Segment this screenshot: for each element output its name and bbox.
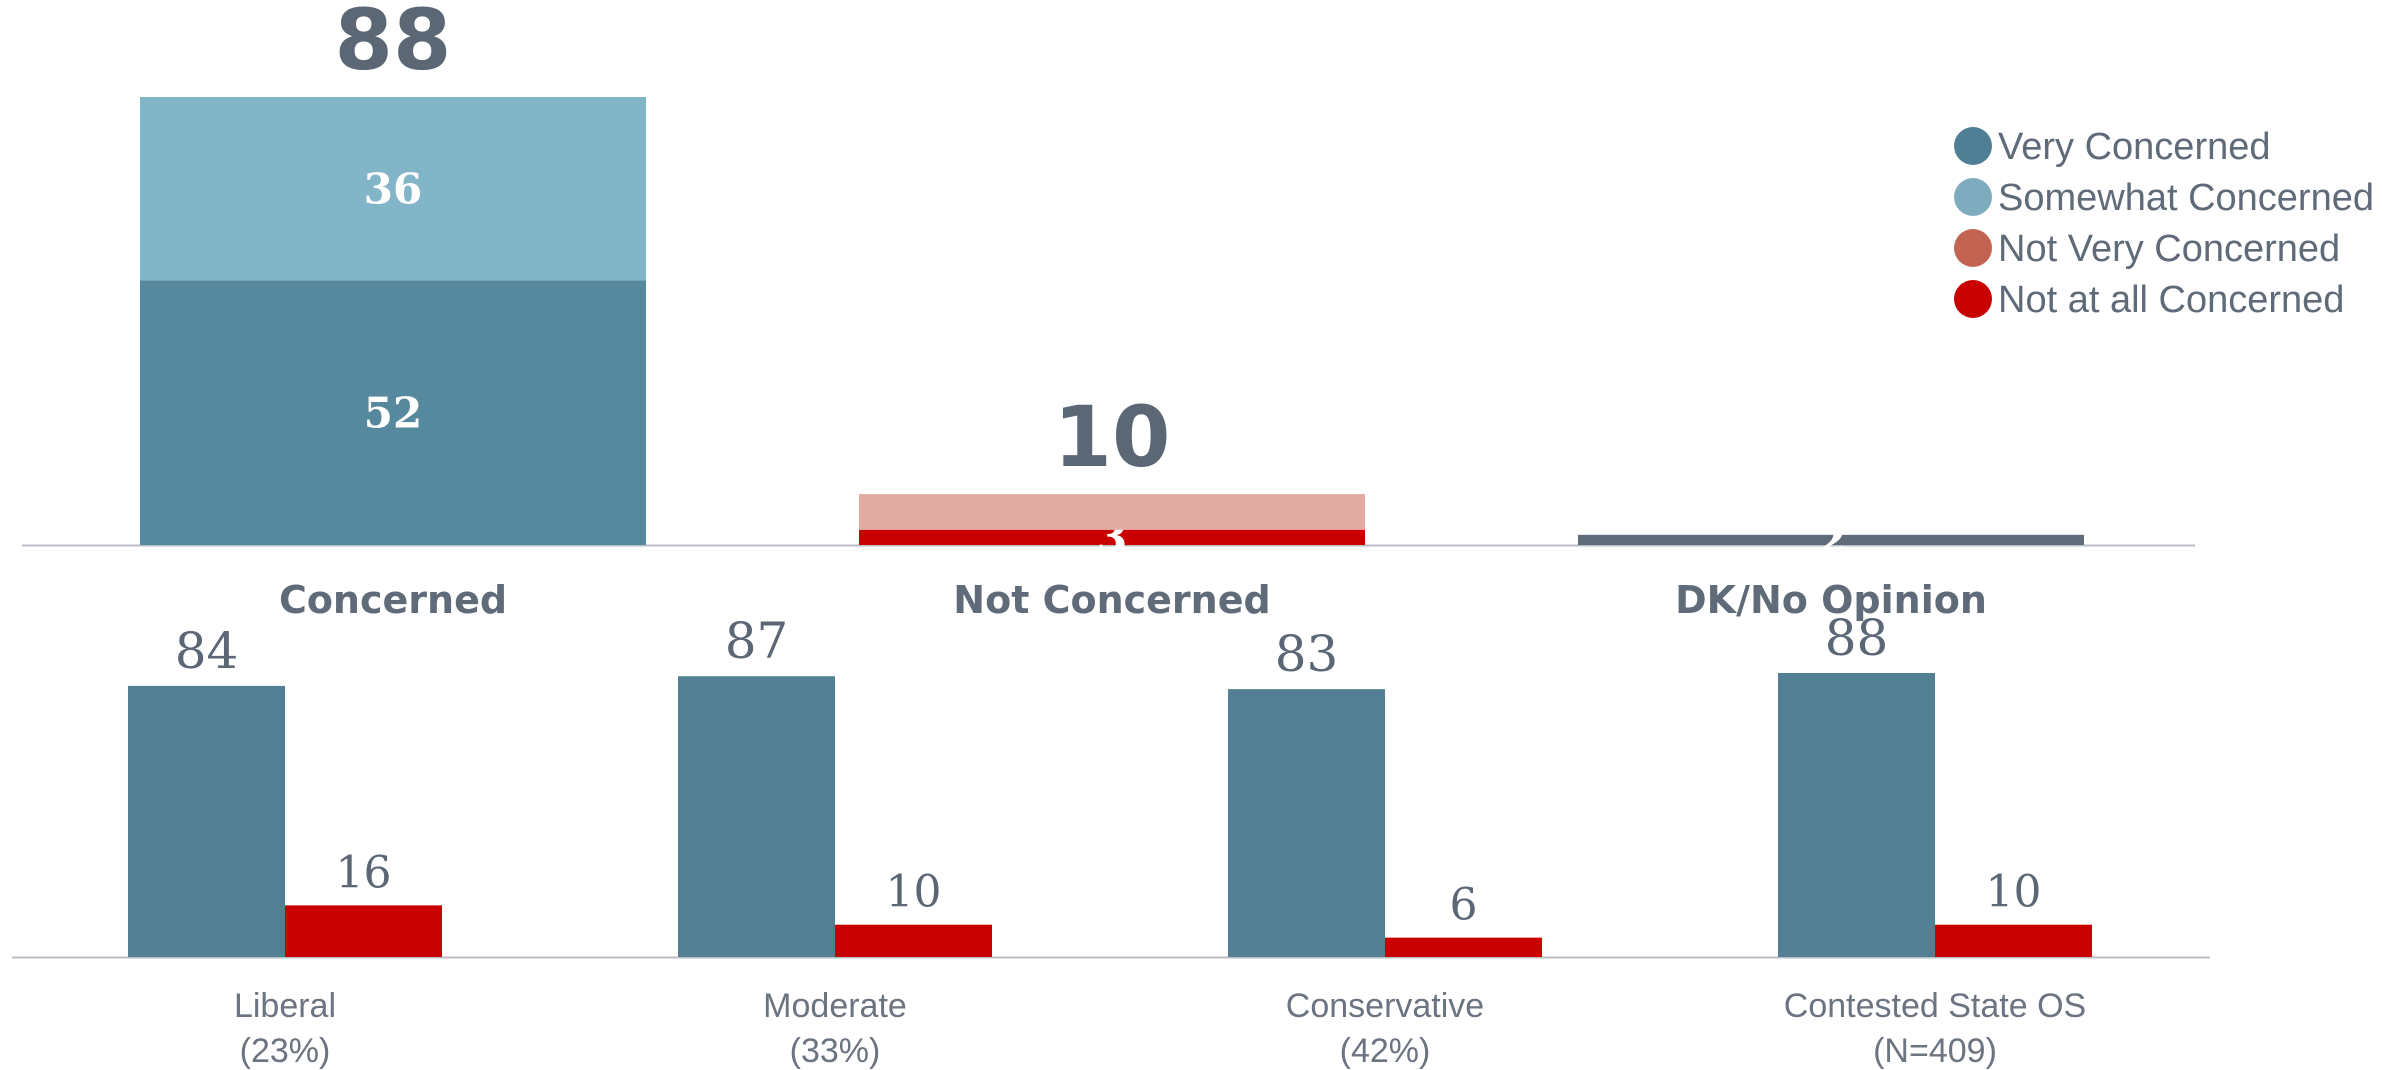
bar-contested-state-os-concerned bbox=[1778, 673, 1935, 957]
data-label-concerned-somewhat-concerned: 36 bbox=[364, 164, 422, 213]
value-label-moderate-not-concerned: 10 bbox=[886, 867, 942, 918]
bar-conservative-concerned bbox=[1228, 689, 1385, 957]
legend-swatch-very-concerned bbox=[1954, 127, 1992, 165]
bar-conservative-not-concerned bbox=[1385, 937, 1542, 957]
value-label-liberal-not-concerned: 16 bbox=[336, 847, 392, 898]
bar-concerned-somewhat-concerned bbox=[140, 97, 646, 281]
value-label-moderate-concerned: 87 bbox=[725, 612, 789, 670]
bottom-grouped-chart: 84 16 Liberal (23%) 87 10 Moderate (33%) 83 6 Cons… bbox=[12, 609, 2210, 1070]
value-label-conservative-concerned: 83 bbox=[1275, 625, 1339, 683]
category-label-not-concerned: Not Concerned bbox=[953, 578, 1270, 622]
legend-label-somewhat-concerned: Somewhat Concerned bbox=[1998, 177, 2374, 219]
bar-liberal-not-concerned bbox=[285, 905, 442, 957]
group-sublabel-liberal: (23%) bbox=[240, 1032, 331, 1070]
data-label-dk-no-opinion-dk-no-opinion: 2 bbox=[1816, 515, 1847, 566]
legend-swatch-somewhat-concerned bbox=[1954, 178, 1992, 216]
bar-concerned-very-concerned bbox=[140, 280, 646, 545]
data-label-concerned-very-concerned: 52 bbox=[364, 388, 422, 437]
total-label-not-concerned: 10 bbox=[1054, 388, 1171, 486]
bar-contested-state-os-not-concerned bbox=[1935, 924, 2092, 957]
group-sublabel-conservative: (42%) bbox=[1340, 1032, 1431, 1070]
legend-swatch-not-at-all-concerned bbox=[1954, 280, 1992, 318]
category-label-concerned: Concerned bbox=[279, 578, 507, 622]
group-sublabel-moderate: (33%) bbox=[790, 1032, 881, 1070]
group-label-conservative: Conservative bbox=[1286, 987, 1484, 1025]
bar-liberal-concerned bbox=[128, 685, 285, 957]
value-label-contested-state-os-concerned: 88 bbox=[1825, 609, 1889, 667]
group-sublabel-contested-state-os: (N=409) bbox=[1873, 1032, 1997, 1070]
legend-label-not-very-concerned: Not Very Concerned bbox=[1998, 228, 2340, 270]
category-label-dk-no-opinion: DK/No Opinion bbox=[1675, 578, 1987, 622]
bar-dk-no-opinion-dk-no-opinion bbox=[1578, 534, 2084, 545]
legend: Very Concerned Somewhat Concerned Not Very… bbox=[1954, 126, 2374, 321]
bar-not-concerned-not-at-all-concerned bbox=[859, 529, 1365, 545]
group-label-moderate: Moderate bbox=[763, 987, 907, 1025]
legend-label-not-at-all-concerned: Not at all Concerned bbox=[1998, 279, 2344, 321]
value-label-liberal-concerned: 84 bbox=[175, 622, 239, 680]
value-label-conservative-not-concerned: 6 bbox=[1450, 880, 1478, 931]
bar-moderate-not-concerned bbox=[835, 924, 992, 957]
bar-moderate-concerned bbox=[678, 676, 835, 957]
total-label-concerned: 88 bbox=[335, 0, 452, 89]
legend-label-very-concerned: Very Concerned bbox=[1998, 126, 2271, 168]
value-label-contested-state-os-not-concerned: 10 bbox=[1986, 867, 2042, 918]
group-label-contested-state-os: Contested State OS bbox=[1784, 987, 2086, 1025]
group-label-liberal: Liberal bbox=[234, 987, 336, 1025]
legend-swatch-not-very-concerned bbox=[1954, 229, 1992, 267]
bar-not-concerned-not-very-concerned bbox=[859, 494, 1365, 530]
